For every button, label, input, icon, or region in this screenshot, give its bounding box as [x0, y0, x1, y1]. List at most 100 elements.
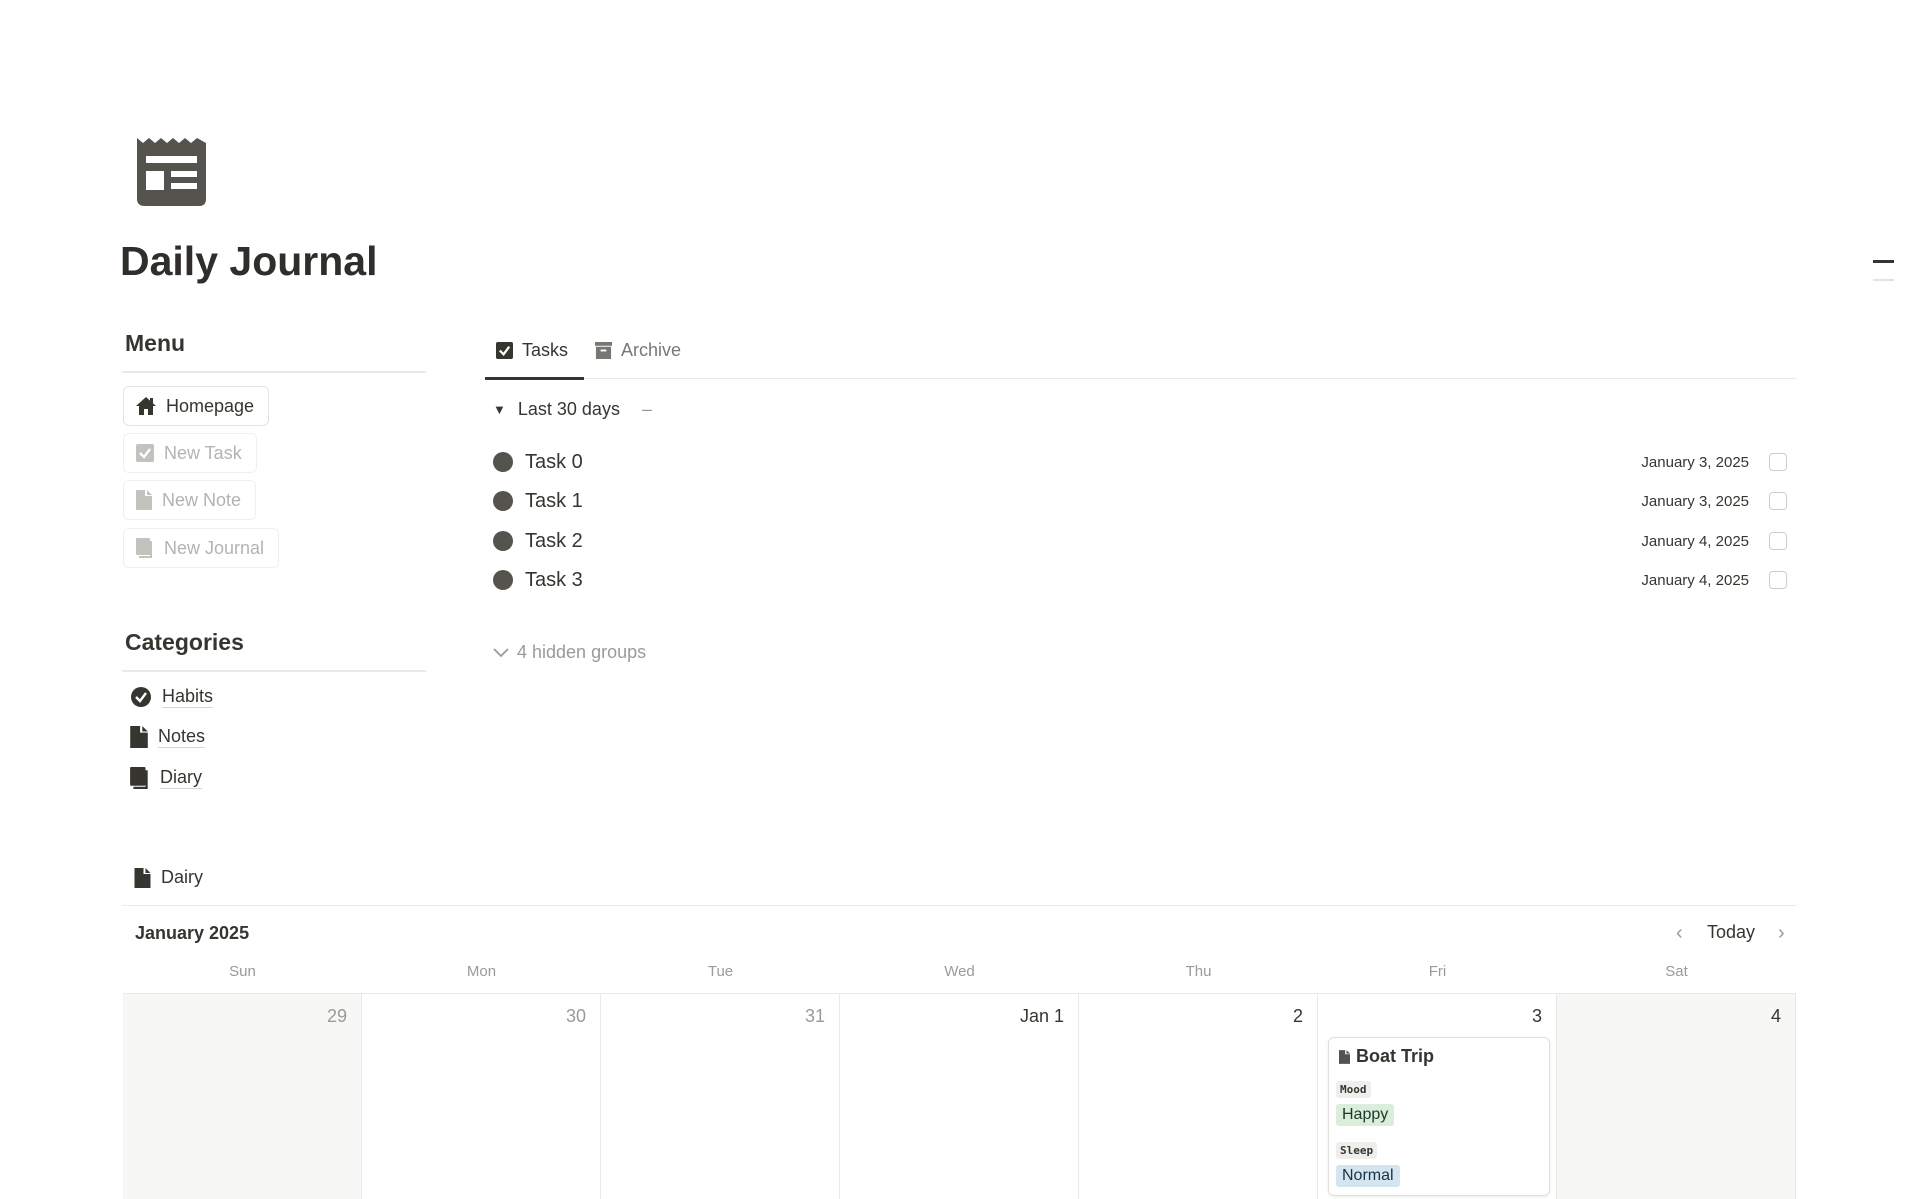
task-checkbox[interactable] — [1769, 453, 1787, 471]
tab-label: Archive — [621, 340, 682, 360]
day-number: 4 — [1770, 1006, 1781, 1026]
active-tab-indicator — [485, 377, 584, 380]
new-task-button[interactable]: New Task — [123, 433, 257, 473]
page-icon — [130, 726, 148, 748]
checkbox-icon — [496, 342, 513, 359]
new-note-button[interactable]: New Note — [123, 480, 257, 520]
calendar-db-title[interactable]: Dairy — [134, 867, 203, 888]
group-count: – — [641, 399, 652, 419]
task-date: January 4, 2025 — [1641, 571, 1749, 589]
archive-icon — [595, 342, 612, 359]
categories-heading: Categories — [125, 629, 244, 655]
journal-icon — [130, 767, 148, 789]
new-journal-button[interactable]: New Journal — [123, 528, 280, 568]
category-label: Habits — [162, 686, 214, 708]
chevron-down-icon — [493, 647, 509, 657]
weekday-header: Thu — [1185, 963, 1212, 980]
today-button[interactable]: Today — [1707, 922, 1756, 942]
calendar-day-cell[interactable]: 2 — [1079, 993, 1318, 1199]
calendar-day-cell[interactable]: 4 — [1557, 993, 1796, 1199]
task-row[interactable]: Task 0 January 3, 2025 — [493, 444, 1793, 480]
calendar-day-cell[interactable]: 3 — [1318, 993, 1557, 1199]
task-row[interactable]: Task 2 January 4, 2025 — [493, 523, 1793, 559]
calendar-divider — [122, 905, 1796, 906]
next-month-button[interactable]: › — [1778, 922, 1785, 944]
checkbox-icon — [136, 444, 154, 462]
calendar-day-cell[interactable]: 29 — [123, 993, 362, 1199]
page-icon — [1339, 1049, 1350, 1064]
category-habits[interactable]: Habits — [130, 686, 214, 708]
tab-tasks[interactable]: Tasks — [496, 340, 568, 361]
task-name: Task 0 — [525, 450, 583, 473]
category-label: Notes — [158, 726, 206, 748]
task-status-icon — [493, 452, 513, 472]
weekday-header: Wed — [944, 963, 975, 980]
menu-divider — [122, 371, 426, 373]
task-checkbox[interactable] — [1769, 571, 1787, 589]
check-circle-icon — [131, 687, 151, 707]
task-status-icon — [493, 570, 513, 590]
mood-tag: Happy — [1336, 1104, 1395, 1126]
hidden-groups-label: 4 hidden groups — [517, 642, 647, 662]
event-card-boat-trip[interactable]: Boat Trip Mood Happy Sleep Normal — [1328, 1037, 1550, 1196]
day-number: 30 — [565, 1006, 586, 1026]
task-status-icon — [493, 491, 513, 511]
category-notes[interactable]: Notes — [130, 726, 206, 748]
day-number: 2 — [1292, 1006, 1303, 1026]
tab-label: Tasks — [522, 340, 569, 360]
category-label: Diary — [160, 767, 203, 789]
task-name: Task 1 — [525, 489, 583, 512]
new-note-label: New Note — [162, 489, 242, 510]
day-number: Jan 1 — [1019, 1006, 1064, 1026]
weekday-header: Sat — [1665, 963, 1688, 980]
sleep-tag: Normal — [1336, 1165, 1400, 1187]
journal-icon — [136, 538, 152, 558]
weekday-header: Mon — [466, 963, 497, 980]
day-number: 31 — [804, 1006, 825, 1026]
day-number: 3 — [1531, 1006, 1542, 1026]
menu-heading: Menu — [125, 330, 186, 356]
task-name: Task 2 — [525, 529, 583, 552]
outline-toggle-line — [1873, 279, 1894, 281]
group-label: Last 30 days — [517, 399, 620, 419]
page-icon — [134, 867, 151, 888]
outline-toggle[interactable] — [1873, 260, 1894, 263]
tab-archive[interactable]: Archive — [595, 340, 681, 361]
homepage-label: Homepage — [166, 395, 255, 416]
db-title-label: Dairy — [161, 867, 204, 887]
prev-month-button[interactable]: ‹ — [1676, 922, 1683, 944]
page-icon — [136, 490, 152, 510]
tabs-divider — [485, 378, 1796, 379]
task-status-icon — [493, 531, 513, 551]
event-title: Boat Trip — [1356, 1046, 1435, 1066]
task-name: Task 3 — [525, 568, 583, 591]
home-icon — [136, 397, 156, 415]
page-title: Daily Journal — [120, 238, 378, 284]
task-row[interactable]: Task 3 January 4, 2025 — [493, 562, 1793, 598]
sleep-label: Sleep — [1336, 1142, 1378, 1159]
weekday-header: Tue — [707, 963, 734, 980]
calendar-day-cell[interactable]: Jan 1 — [840, 993, 1079, 1199]
calendar-day-cell[interactable]: 31 — [601, 993, 840, 1199]
triangle-down-icon: ▼ — [493, 402, 506, 417]
calendar-day-cell[interactable]: 30 — [362, 993, 601, 1199]
task-date: January 3, 2025 — [1641, 492, 1749, 510]
weekday-header: Fri — [1428, 963, 1447, 980]
task-date: January 4, 2025 — [1641, 532, 1749, 550]
task-row[interactable]: Task 1 January 3, 2025 — [493, 483, 1793, 519]
day-number: 29 — [326, 1006, 347, 1026]
categories-divider — [122, 670, 426, 672]
newspaper-icon — [137, 137, 207, 212]
category-diary[interactable]: Diary — [130, 767, 203, 789]
task-date: January 3, 2025 — [1641, 453, 1749, 471]
task-checkbox[interactable] — [1769, 492, 1787, 510]
hidden-groups-toggle[interactable]: 4 hidden groups — [493, 642, 646, 663]
calendar-month: January 2025 — [135, 923, 250, 943]
group-header[interactable]: ▼ Last 30 days – — [493, 399, 652, 420]
mood-label: Mood — [1336, 1081, 1371, 1098]
homepage-button[interactable]: Homepage — [123, 386, 270, 426]
new-task-label: New Task — [164, 442, 242, 463]
new-journal-label: New Journal — [164, 537, 265, 558]
task-checkbox[interactable] — [1769, 532, 1787, 550]
weekday-header: Sun — [229, 963, 256, 980]
